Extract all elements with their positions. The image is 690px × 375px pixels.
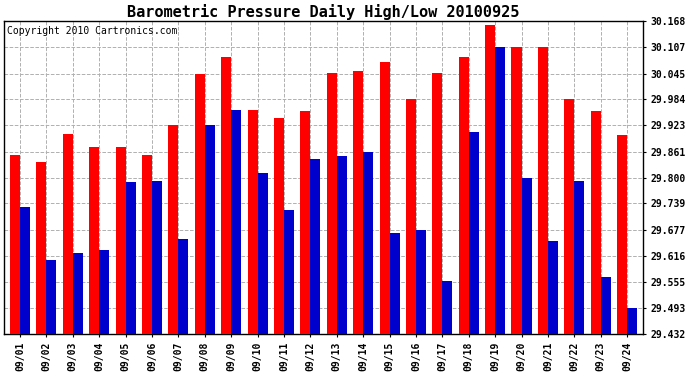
Bar bbox=[574, 180, 584, 334]
Bar bbox=[538, 47, 548, 334]
Bar bbox=[274, 118, 284, 334]
Bar bbox=[522, 178, 531, 334]
Bar bbox=[142, 155, 152, 334]
Bar bbox=[363, 152, 373, 334]
Bar bbox=[257, 173, 268, 334]
Bar bbox=[548, 241, 558, 334]
Bar bbox=[591, 111, 601, 334]
Bar bbox=[89, 147, 99, 334]
Bar bbox=[469, 132, 479, 334]
Title: Barometric Pressure Daily High/Low 20100925: Barometric Pressure Daily High/Low 20100… bbox=[128, 4, 520, 20]
Bar bbox=[416, 230, 426, 334]
Bar bbox=[406, 99, 416, 334]
Bar bbox=[37, 162, 46, 334]
Bar bbox=[617, 135, 627, 334]
Bar bbox=[46, 260, 57, 334]
Bar bbox=[115, 147, 126, 334]
Bar bbox=[195, 74, 205, 334]
Bar bbox=[99, 250, 109, 334]
Bar bbox=[627, 308, 637, 334]
Bar bbox=[459, 57, 469, 334]
Bar bbox=[63, 134, 73, 334]
Bar bbox=[168, 125, 179, 334]
Bar bbox=[73, 253, 83, 334]
Bar bbox=[284, 210, 294, 334]
Bar bbox=[485, 25, 495, 334]
Bar bbox=[564, 99, 574, 334]
Bar bbox=[353, 71, 363, 334]
Bar bbox=[152, 180, 162, 334]
Bar bbox=[10, 155, 20, 334]
Bar bbox=[337, 156, 347, 334]
Bar bbox=[231, 110, 241, 334]
Bar bbox=[442, 281, 453, 334]
Bar bbox=[20, 207, 30, 334]
Bar bbox=[310, 159, 320, 334]
Bar bbox=[248, 110, 257, 334]
Bar bbox=[221, 57, 231, 334]
Bar bbox=[601, 276, 611, 334]
Bar bbox=[179, 239, 188, 334]
Bar bbox=[495, 47, 505, 334]
Bar bbox=[433, 73, 442, 334]
Bar bbox=[511, 47, 522, 334]
Bar bbox=[380, 62, 390, 334]
Bar bbox=[205, 125, 215, 334]
Bar bbox=[126, 182, 136, 334]
Bar bbox=[327, 73, 337, 334]
Bar bbox=[300, 111, 310, 334]
Text: Copyright 2010 Cartronics.com: Copyright 2010 Cartronics.com bbox=[8, 26, 178, 36]
Bar bbox=[390, 233, 400, 334]
